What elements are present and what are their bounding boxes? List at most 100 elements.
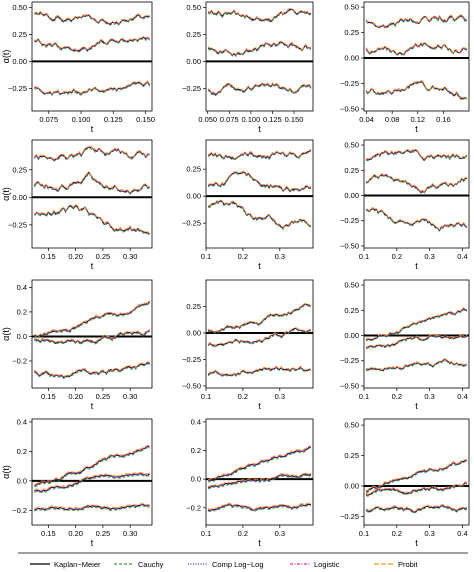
series-line-3	[207, 149, 312, 160]
series-line-4	[207, 327, 311, 346]
series-line-3	[365, 42, 467, 55]
y-tick-label: 0.50	[344, 141, 359, 150]
plot-frame	[363, 1, 470, 112]
series-line-4	[34, 80, 150, 95]
y-axis-title: α(t)	[1, 327, 11, 341]
series-line-4	[34, 35, 150, 51]
series-line-3	[207, 327, 312, 347]
series-line-3	[34, 11, 150, 25]
x-tick-label: 0.08	[385, 115, 400, 124]
series-line-4	[366, 207, 468, 231]
y-tick-label: 0.00	[344, 54, 359, 63]
series-line-3	[208, 472, 312, 488]
x-tick-label: 0.30	[123, 392, 138, 401]
series-line-4	[366, 459, 467, 491]
series-line-4	[365, 334, 468, 348]
series-line-1	[365, 360, 468, 372]
y-tick-label: −0.25	[182, 84, 201, 93]
series-line-4	[207, 40, 311, 56]
series-line-0	[34, 36, 150, 52]
series-line-3	[365, 14, 468, 29]
y-tick-label: 0.25	[186, 165, 201, 174]
y-tick-label: −0.25	[340, 79, 359, 88]
y-tick-label: 0.50	[186, 3, 201, 12]
y-tick-label: 0.4	[191, 417, 201, 426]
y-axis-title: α(t)	[1, 465, 11, 479]
series-line-4	[365, 480, 468, 495]
series-line-4	[34, 10, 150, 24]
series-line-2	[207, 366, 312, 377]
y-tick-label: 0.25	[344, 306, 359, 315]
x-tick-label: 0.1	[359, 392, 369, 401]
y-axis-title: α(t)	[1, 187, 11, 201]
series-line-3	[34, 145, 150, 161]
series-line-1	[366, 175, 468, 195]
y-tick-label: 0.2	[17, 307, 27, 316]
series-line-4	[34, 502, 150, 509]
series-line-2	[207, 172, 312, 193]
x-tick-label: 0.125	[263, 115, 282, 124]
y-tick-label: 0.50	[12, 3, 27, 12]
series-line-1	[207, 328, 311, 348]
x-axis-title: t	[415, 538, 418, 548]
series-line-3	[366, 173, 467, 194]
series-line-3	[365, 482, 468, 496]
y-tick-label: 0.00	[344, 482, 359, 491]
series-line-4	[207, 7, 311, 21]
series-line-4	[34, 204, 150, 234]
x-tick-label: 0.100	[241, 115, 260, 124]
series-line-4	[208, 199, 312, 229]
x-axis-title: t	[258, 124, 261, 134]
series-line-1	[34, 302, 150, 340]
series-line-4	[365, 41, 468, 55]
x-tick-label: 0.2	[238, 252, 248, 261]
x-tick-label: 0.050	[198, 115, 217, 124]
x-tick-label: 0.2	[238, 392, 248, 401]
y-tick-label: 0.00	[12, 193, 27, 202]
y-tick-label: 0.25	[186, 30, 201, 39]
series-line-2	[34, 12, 150, 26]
series-line-1	[207, 43, 312, 57]
series-line-2	[207, 83, 312, 96]
series-line-1	[366, 461, 468, 493]
series-line-4	[365, 306, 468, 340]
series-line-3	[34, 361, 150, 378]
panel-r2c2: 0.1 0.2 0.3 −0.25 0.00 0.25 t	[182, 139, 314, 271]
x-axis-title: t	[91, 401, 94, 411]
series-line-4	[34, 300, 150, 337]
y-tick-label: −0.2	[12, 506, 27, 515]
y-tick-label: 0.50	[344, 3, 359, 12]
panel-r1c2: 0.050 0.075 0.100 0.125 0.150 −0.25 0.00 0.25 0.…	[182, 1, 314, 134]
x-tick-label: 0.25	[96, 392, 111, 401]
series-line-4	[207, 170, 312, 192]
series-line-2	[365, 81, 468, 100]
series-line-2	[34, 473, 150, 493]
x-axis-title: t	[415, 124, 418, 134]
panel-r2c3: 0.1 0.2 0.3 0.4 −0.50 −0.25 0.00 0.25 0.50 t	[340, 139, 470, 271]
x-tick-label: 0.30	[123, 529, 138, 538]
y-tick-label: 0.50	[344, 281, 359, 290]
plot-frame	[31, 279, 153, 389]
series-line-2	[365, 505, 468, 514]
x-axis-title: t	[415, 401, 418, 411]
legend-label: Logistic	[314, 560, 340, 569]
series-line-2	[366, 460, 467, 493]
series-line-4	[365, 80, 468, 99]
series-line-3	[207, 446, 311, 481]
x-tick-label: 0.4	[457, 529, 467, 538]
series-line-4	[207, 149, 312, 159]
series-line-2	[34, 301, 150, 338]
x-tick-label: 0.3	[424, 252, 434, 261]
series-line-4	[207, 82, 312, 94]
plot-frame	[205, 279, 314, 389]
y-tick-label: −0.25	[8, 84, 27, 93]
series-line-2	[207, 149, 312, 160]
y-tick-label: 0.25	[12, 30, 27, 39]
y-tick-label: 0.25	[344, 166, 359, 175]
x-axis-title: t	[258, 261, 261, 271]
panel-r1c3: 0.04 0.08 0.12 0.16 −0.50 −0.25 0.00 0.25 0.50 t	[340, 1, 470, 134]
x-tick-label: 0.3	[275, 252, 285, 261]
y-tick-label: −0.2	[186, 503, 201, 512]
